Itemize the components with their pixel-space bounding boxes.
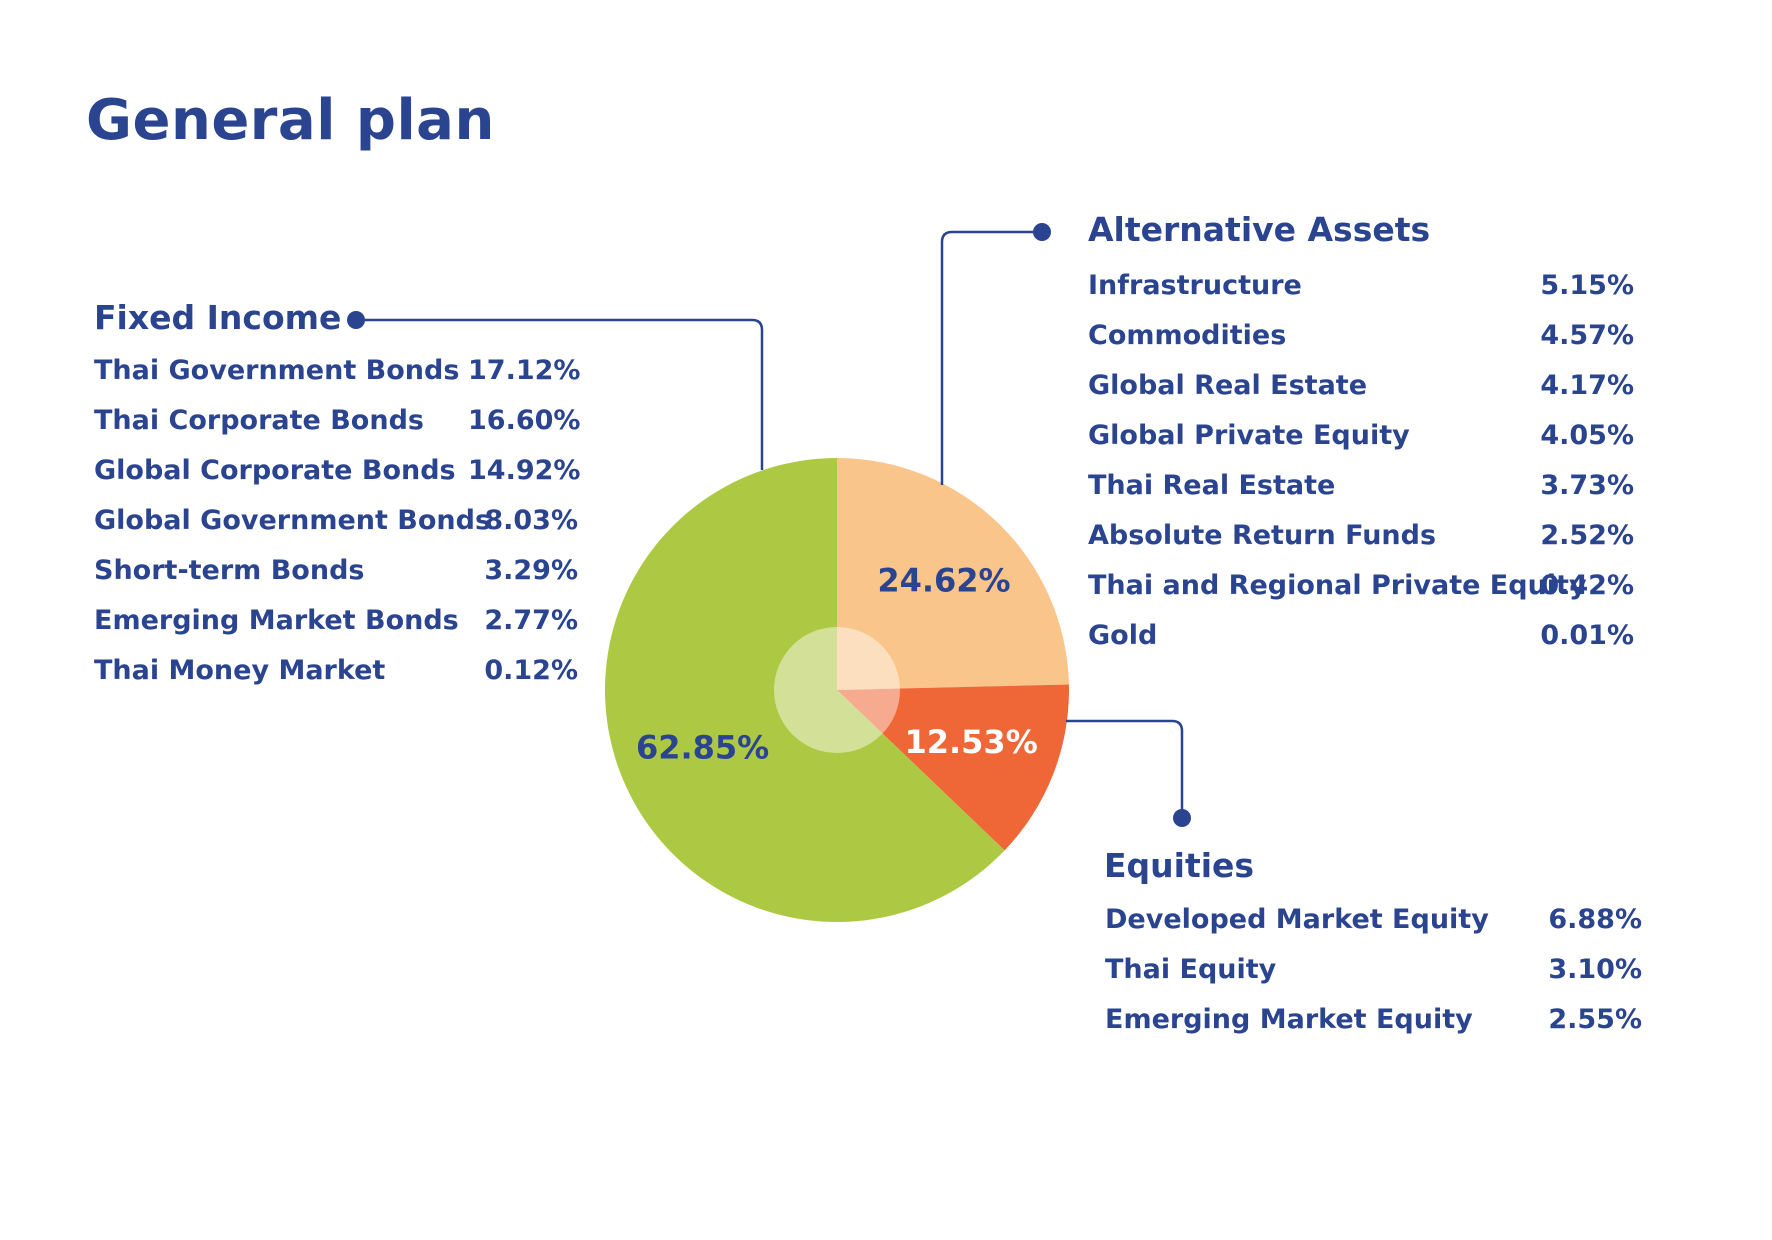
slice-label: 24.62% bbox=[877, 561, 1010, 599]
item-value: 0.42% bbox=[1540, 570, 1634, 601]
item-value: 4.05% bbox=[1540, 420, 1634, 451]
item-label: Developed Market Equity bbox=[1105, 904, 1489, 935]
pie-slice-labels: 24.62% 12.53% 62.85% bbox=[636, 561, 1038, 766]
item-label: Global Government Bonds bbox=[94, 505, 492, 536]
item-label: Absolute Return Funds bbox=[1088, 520, 1437, 551]
item-label: Short-term Bonds bbox=[94, 555, 365, 586]
item-label: Global Private Equity bbox=[1088, 420, 1410, 451]
item-value: 5.15% bbox=[1540, 270, 1634, 301]
list-item: Commodities 4.57% bbox=[1088, 320, 1634, 351]
pie-slices bbox=[605, 458, 1069, 922]
item-value: 14.92% bbox=[468, 455, 581, 486]
list-item: Thai Equity 3.10% bbox=[1105, 954, 1642, 985]
pie-slice bbox=[837, 684, 1069, 851]
item-value: 4.17% bbox=[1540, 370, 1634, 401]
alternative-assets-connector-dot bbox=[1033, 223, 1051, 241]
item-label: Thai Government Bonds bbox=[94, 355, 460, 386]
item-value: 0.01% bbox=[1540, 620, 1634, 651]
item-value: 16.60% bbox=[468, 405, 581, 436]
list-item: Short-term Bonds 3.29% bbox=[94, 555, 578, 586]
list-item: Thai Money Market 0.12% bbox=[94, 655, 578, 686]
list-item: Thai Corporate Bonds 16.60% bbox=[94, 405, 580, 436]
slice-label: 62.85% bbox=[636, 728, 769, 766]
equities-title: Equities bbox=[1104, 846, 1255, 885]
item-value: 3.73% bbox=[1540, 470, 1634, 501]
item-label: Infrastructure bbox=[1088, 270, 1302, 301]
item-label: Thai Equity bbox=[1105, 954, 1277, 985]
alternative-assets-title: Alternative Assets bbox=[1088, 210, 1431, 249]
fixed-income-connector bbox=[356, 318, 764, 470]
list-item: Thai Real Estate 3.73% bbox=[1088, 470, 1634, 501]
list-item: Global Government Bonds 8.03% bbox=[94, 505, 578, 536]
list-item: Global Corporate Bonds 14.92% bbox=[94, 455, 580, 486]
connector-lines bbox=[347, 223, 1191, 827]
item-label: Thai and Regional Private Equity bbox=[1088, 570, 1587, 601]
page-title: General plan bbox=[86, 88, 495, 153]
item-value: 8.03% bbox=[484, 505, 578, 536]
fixed-income-title: Fixed Income bbox=[94, 298, 342, 337]
item-value: 2.55% bbox=[1548, 1004, 1642, 1035]
item-value: 3.10% bbox=[1548, 954, 1642, 985]
list-item: Emerging Market Equity 2.55% bbox=[1105, 1004, 1642, 1035]
alternative-assets-connector bbox=[940, 230, 1042, 485]
list-item: Developed Market Equity 6.88% bbox=[1105, 904, 1642, 935]
list-item: Global Private Equity 4.05% bbox=[1088, 420, 1634, 451]
item-value: 2.77% bbox=[484, 605, 578, 636]
item-value: 17.12% bbox=[468, 355, 581, 386]
item-label: Global Corporate Bonds bbox=[94, 455, 456, 486]
list-item: Thai and Regional Private Equity 0.42% bbox=[1088, 570, 1634, 601]
equities-connector bbox=[1066, 719, 1184, 818]
item-label: Gold bbox=[1088, 620, 1158, 651]
equities-connector-dot bbox=[1173, 809, 1191, 827]
slice-label: 12.53% bbox=[904, 723, 1037, 761]
item-label: Thai Money Market bbox=[94, 655, 386, 686]
item-label: Global Real Estate bbox=[1088, 370, 1368, 401]
list-item: Absolute Return Funds 2.52% bbox=[1088, 520, 1634, 551]
list-item: Thai Government Bonds 17.12% bbox=[94, 355, 580, 386]
list-item: Global Real Estate 4.17% bbox=[1088, 370, 1634, 401]
item-label: Emerging Market Equity bbox=[1105, 1004, 1473, 1035]
list-item: Infrastructure 5.15% bbox=[1088, 270, 1634, 301]
fixed-income-connector-dot bbox=[347, 311, 365, 329]
item-value: 6.88% bbox=[1548, 904, 1642, 935]
item-value: 4.57% bbox=[1540, 320, 1634, 351]
item-label: Thai Real Estate bbox=[1088, 470, 1336, 501]
list-item: Emerging Market Bonds 2.77% bbox=[94, 605, 578, 636]
item-label: Thai Corporate Bonds bbox=[94, 405, 424, 436]
item-value: 0.12% bbox=[484, 655, 578, 686]
pie-center-highlight bbox=[774, 627, 900, 753]
item-value: 3.29% bbox=[484, 555, 578, 586]
item-label: Emerging Market Bonds bbox=[94, 605, 459, 636]
list-item: Gold 0.01% bbox=[1088, 620, 1634, 651]
pie-slice bbox=[837, 458, 1069, 690]
pie-slice bbox=[605, 458, 1005, 922]
item-value: 2.52% bbox=[1540, 520, 1634, 551]
item-label: Commodities bbox=[1088, 320, 1287, 351]
